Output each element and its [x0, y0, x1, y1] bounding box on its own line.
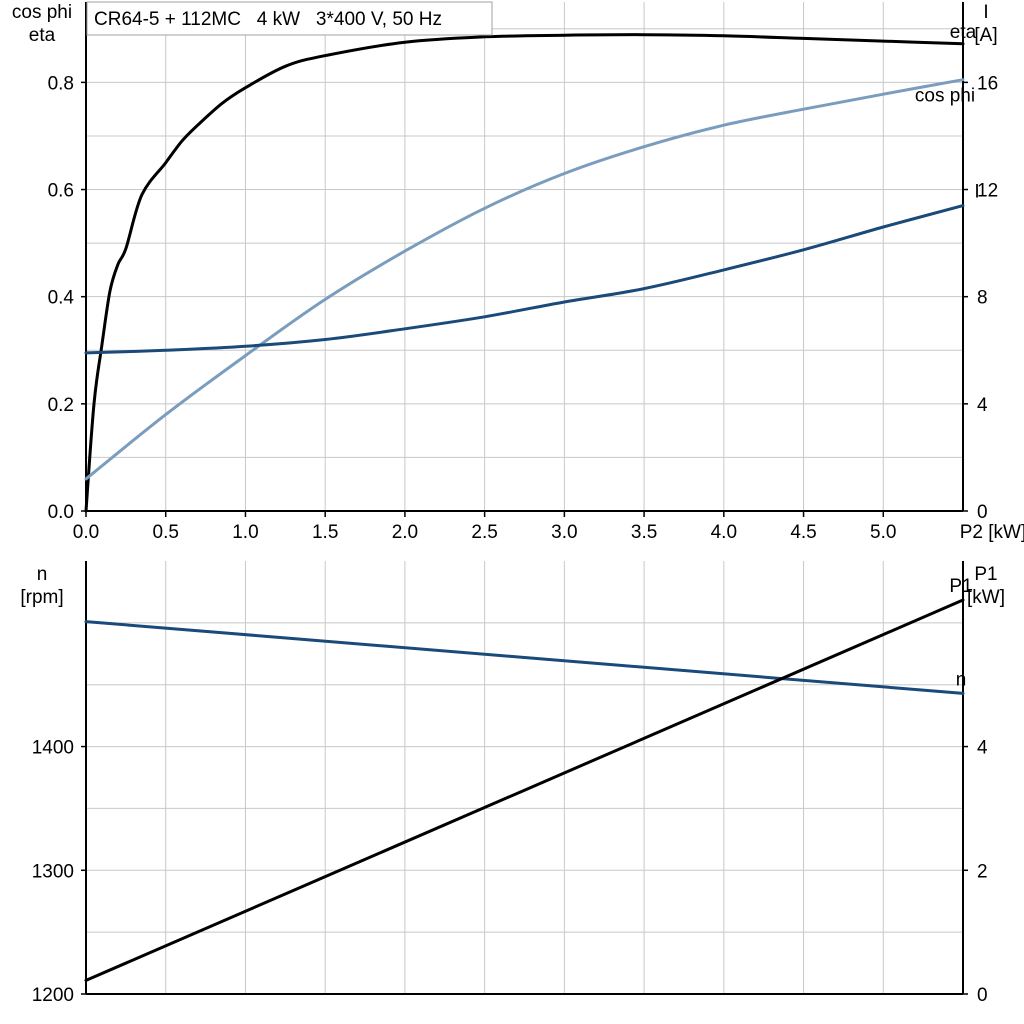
top-series-I-line	[84, 204, 965, 355]
top-series-label-I: I	[974, 182, 979, 203]
bottom-left-axis-title: n	[37, 564, 48, 585]
top-plot-grid	[86, 2, 963, 511]
top-right-tick-label: 0	[977, 502, 988, 523]
bottom-right-axis-title: P1	[974, 564, 997, 585]
top-left-axis-unit: eta	[29, 25, 56, 46]
top-x-tick-label: 2.0	[392, 522, 418, 543]
top-right-tick-label: 12	[977, 181, 998, 202]
top-left-tick-label: 0.6	[48, 181, 74, 202]
top-right-axis-unit: [A]	[974, 25, 997, 46]
bottom-right-tick-label: 4	[977, 738, 988, 759]
top-x-tick-label: 5.0	[870, 522, 896, 543]
bottom-left-axis-unit: [rpm]	[20, 587, 63, 608]
top-left-tick-label: 0.2	[48, 395, 74, 416]
top-right-tick-label: 8	[977, 288, 988, 309]
bottom-right-axis-unit: [kW]	[967, 587, 1005, 608]
top-x-axis-title: P2 [kW]	[960, 522, 1024, 543]
top-series-cos-phi-line	[84, 78, 965, 481]
top-x-tick-label: 1.5	[312, 522, 338, 543]
top-x-tick-label: 0.0	[73, 522, 99, 543]
top-series-eta-line	[84, 33, 965, 513]
bottom-series-label-n: n	[956, 669, 967, 690]
chart-marks	[81, 2, 968, 995]
top-left-axis-title: cos phi	[12, 2, 72, 23]
bottom-series-label-P1: P1	[949, 576, 972, 597]
chart-title-box	[86, 1, 493, 36]
bottom-plot-grid	[86, 561, 963, 994]
bottom-left-tick-label: 1400	[32, 738, 74, 759]
top-x-tick-label: 3.0	[551, 522, 577, 543]
bottom-right-tick-label: 2	[977, 861, 988, 882]
top-right-axis-title: I	[983, 2, 988, 23]
bottom-left-tick-label: 1200	[32, 985, 74, 1006]
top-x-tick-label: 1.0	[232, 522, 258, 543]
top-series-label-cos-phi: cos phi	[915, 86, 975, 107]
bottom-series-P1-line	[84, 598, 965, 982]
bottom-series-n-line	[84, 620, 965, 695]
top-series-label-eta: eta	[950, 22, 977, 43]
top-left-tick-label: 0.4	[48, 288, 75, 309]
top-x-tick-label: 2.5	[471, 522, 497, 543]
top-x-tick-label: 0.5	[153, 522, 179, 543]
top-right-tick-label: 16	[977, 73, 998, 94]
top-x-tick-label: 4.0	[711, 522, 737, 543]
top-x-tick-label: 4.5	[790, 522, 816, 543]
top-left-tick-label: 0.8	[48, 73, 74, 94]
top-right-tick-label: 4	[977, 395, 988, 416]
bottom-right-tick-label: 0	[977, 985, 988, 1006]
chart-title: CR64-5 + 112MC 4 kW 3*400 V, 50 Hz	[94, 9, 442, 30]
top-x-tick-label: 3.5	[631, 522, 657, 543]
bottom-left-tick-label: 1300	[32, 861, 74, 882]
top-left-tick-label: 0.0	[48, 502, 74, 523]
